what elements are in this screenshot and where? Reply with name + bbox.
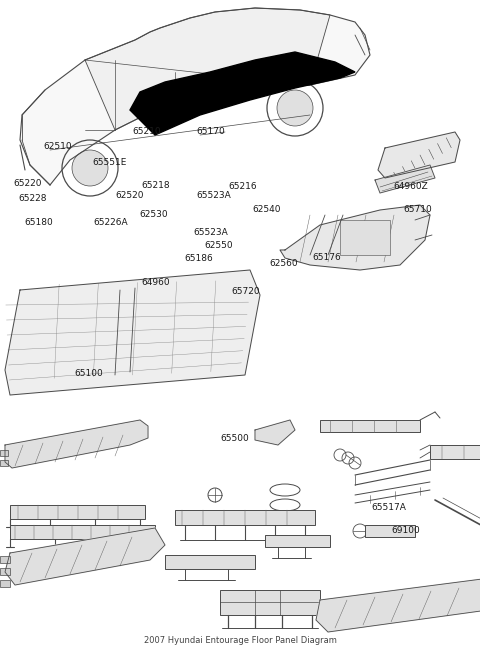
- Text: 65228: 65228: [18, 194, 47, 203]
- Polygon shape: [130, 52, 355, 135]
- Bar: [10, 525, 155, 539]
- Polygon shape: [375, 165, 435, 193]
- Bar: [175, 510, 315, 525]
- Text: 65176: 65176: [312, 253, 341, 262]
- Polygon shape: [5, 270, 260, 395]
- Circle shape: [277, 90, 313, 126]
- Text: 65517A: 65517A: [372, 503, 406, 512]
- Polygon shape: [316, 578, 480, 632]
- Text: 64960Z: 64960Z: [393, 182, 428, 191]
- Bar: [265, 535, 330, 547]
- Circle shape: [72, 150, 108, 186]
- Text: 64960: 64960: [142, 278, 170, 288]
- Polygon shape: [85, 8, 330, 130]
- Polygon shape: [378, 132, 460, 178]
- Text: 65186: 65186: [185, 254, 214, 263]
- Polygon shape: [5, 420, 148, 468]
- Text: 65720: 65720: [231, 287, 260, 296]
- Bar: [430, 445, 480, 459]
- Text: 65220: 65220: [13, 179, 42, 188]
- Bar: [165, 555, 255, 569]
- Text: 65218: 65218: [142, 181, 170, 190]
- Polygon shape: [280, 205, 430, 270]
- Text: 65210: 65210: [132, 126, 161, 136]
- Text: 62540: 62540: [252, 205, 281, 214]
- Text: 65500: 65500: [221, 434, 250, 443]
- Text: 65710: 65710: [403, 205, 432, 214]
- Bar: [0, 556, 10, 563]
- Text: 62510: 62510: [43, 141, 72, 151]
- Text: 65180: 65180: [24, 218, 53, 227]
- Text: 65226A: 65226A: [93, 218, 128, 227]
- Text: 65551E: 65551E: [92, 158, 127, 167]
- Bar: [0, 460, 8, 466]
- Bar: [365, 525, 415, 537]
- Text: 69100: 69100: [391, 526, 420, 535]
- Text: 62520: 62520: [115, 191, 144, 200]
- Polygon shape: [20, 8, 370, 185]
- Bar: [0, 568, 10, 575]
- Polygon shape: [5, 528, 165, 585]
- Text: 65170: 65170: [197, 126, 226, 136]
- Text: 65523A: 65523A: [196, 191, 231, 200]
- Text: 62550: 62550: [204, 241, 233, 250]
- Bar: [220, 590, 320, 615]
- Text: 65216: 65216: [228, 182, 257, 191]
- Bar: [0, 450, 8, 456]
- Bar: [0, 580, 10, 587]
- Bar: [10, 505, 145, 519]
- Text: 62560: 62560: [269, 259, 298, 269]
- Text: 65100: 65100: [74, 369, 103, 378]
- Bar: [340, 220, 390, 255]
- Polygon shape: [255, 420, 295, 445]
- Text: 2007 Hyundai Entourage Floor Panel Diagram: 2007 Hyundai Entourage Floor Panel Diagr…: [144, 636, 336, 645]
- Bar: [320, 420, 420, 432]
- Text: 65523A: 65523A: [194, 228, 228, 237]
- Text: 62530: 62530: [139, 210, 168, 219]
